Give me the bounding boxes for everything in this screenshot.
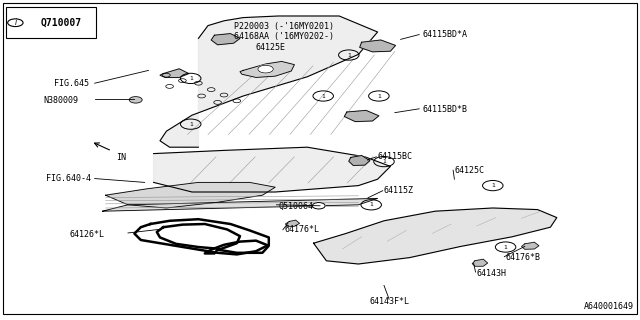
Text: P220003 (-'16MY0201): P220003 (-'16MY0201): [234, 22, 333, 31]
Polygon shape: [349, 156, 370, 165]
Circle shape: [258, 65, 273, 73]
Polygon shape: [211, 34, 240, 45]
Text: 64125C: 64125C: [454, 166, 484, 175]
Polygon shape: [102, 198, 378, 211]
Polygon shape: [344, 110, 379, 122]
Polygon shape: [160, 16, 378, 147]
Text: 64115BD*B: 64115BD*B: [422, 105, 467, 114]
Polygon shape: [154, 147, 390, 192]
Text: 1: 1: [321, 93, 325, 99]
Text: A640001649: A640001649: [584, 302, 634, 311]
FancyBboxPatch shape: [6, 7, 96, 38]
Text: 64115BD*A: 64115BD*A: [422, 30, 467, 39]
Text: N380009: N380009: [44, 96, 79, 105]
Polygon shape: [205, 241, 269, 253]
Text: 1: 1: [189, 76, 193, 81]
Polygon shape: [134, 219, 269, 254]
Circle shape: [129, 97, 142, 103]
Text: 64168AA ('16MY0202-): 64168AA ('16MY0202-): [234, 32, 333, 41]
Text: Q710007: Q710007: [40, 18, 81, 28]
Polygon shape: [522, 242, 539, 249]
Text: 1: 1: [189, 122, 193, 127]
Polygon shape: [472, 259, 488, 266]
Polygon shape: [314, 208, 557, 264]
Circle shape: [312, 203, 325, 209]
Text: FIG.640-4: FIG.640-4: [46, 174, 91, 183]
Text: 1: 1: [377, 93, 381, 99]
Text: FIG.645: FIG.645: [54, 79, 90, 88]
Text: i: i: [14, 18, 17, 27]
Text: 64126*L: 64126*L: [69, 230, 104, 239]
Polygon shape: [106, 182, 275, 208]
Text: 64176*L: 64176*L: [285, 225, 320, 234]
Text: 64143F*L: 64143F*L: [369, 297, 409, 306]
Text: Q510064: Q510064: [278, 202, 314, 211]
Polygon shape: [285, 220, 300, 227]
Text: 1: 1: [382, 159, 386, 164]
Polygon shape: [240, 61, 294, 77]
FancyBboxPatch shape: [3, 3, 637, 314]
Text: 1: 1: [504, 244, 508, 250]
Polygon shape: [160, 69, 189, 77]
Text: 1: 1: [491, 183, 495, 188]
Text: IN: IN: [116, 153, 127, 162]
Text: 1: 1: [347, 52, 351, 58]
Polygon shape: [360, 40, 396, 52]
Text: 64176*B: 64176*B: [506, 253, 541, 262]
Polygon shape: [157, 224, 240, 249]
Text: 1: 1: [369, 202, 373, 207]
Text: 64115BC: 64115BC: [378, 152, 413, 161]
Text: 64125E: 64125E: [256, 43, 286, 52]
Text: 64115Z: 64115Z: [384, 186, 414, 195]
Text: 64143H: 64143H: [477, 269, 507, 278]
